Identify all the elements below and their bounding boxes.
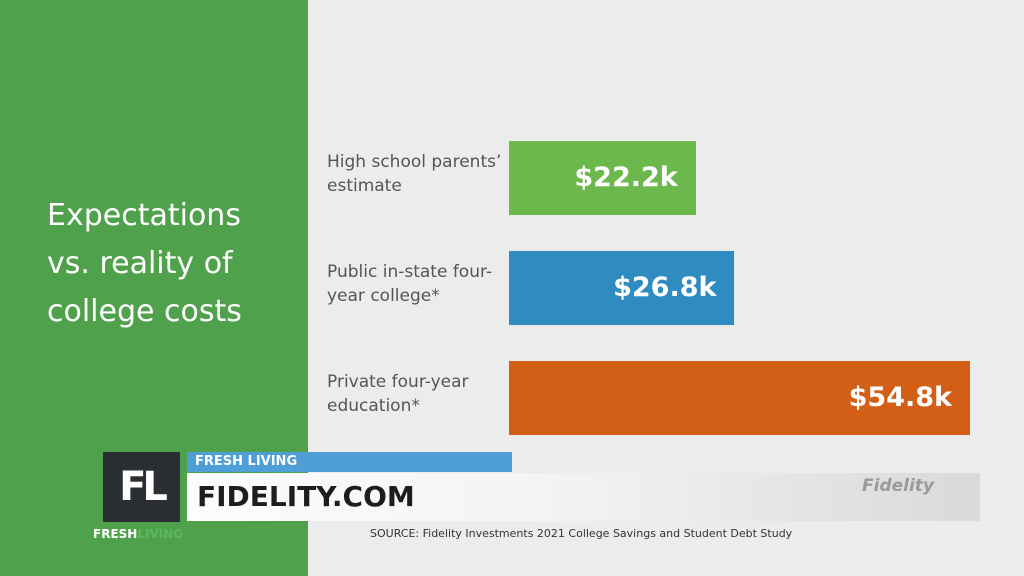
headline: FIDELITY.COM — [197, 480, 415, 513]
caption-part: LIVING — [137, 527, 184, 541]
value-label: $26.8k — [613, 272, 717, 303]
chart-title: Expectations vs. reality of college cost… — [47, 198, 242, 329]
logo-caption: FRESHLIVING — [93, 527, 183, 541]
bar: $22.2k — [509, 141, 696, 215]
category-label: Private four-year education* — [327, 372, 469, 416]
bar: $54.8k — [509, 361, 970, 435]
caption-part: FRESH — [93, 527, 138, 541]
segment-label: FRESH LIVING — [187, 452, 512, 472]
headline-bar — [187, 473, 980, 521]
value-label: $54.8k — [848, 382, 952, 413]
source-note: SOURCE: Fidelity Investments 2021 Colleg… — [370, 527, 793, 540]
sponsor-logo: Fidelity — [862, 476, 935, 496]
category-label: Public in-state four-year college* — [327, 262, 493, 306]
value-label: $22.2k — [574, 162, 678, 193]
category-label: High school parents’ estimate — [327, 152, 502, 196]
logo: FL — [103, 452, 180, 522]
bar: $26.8k — [509, 251, 735, 325]
